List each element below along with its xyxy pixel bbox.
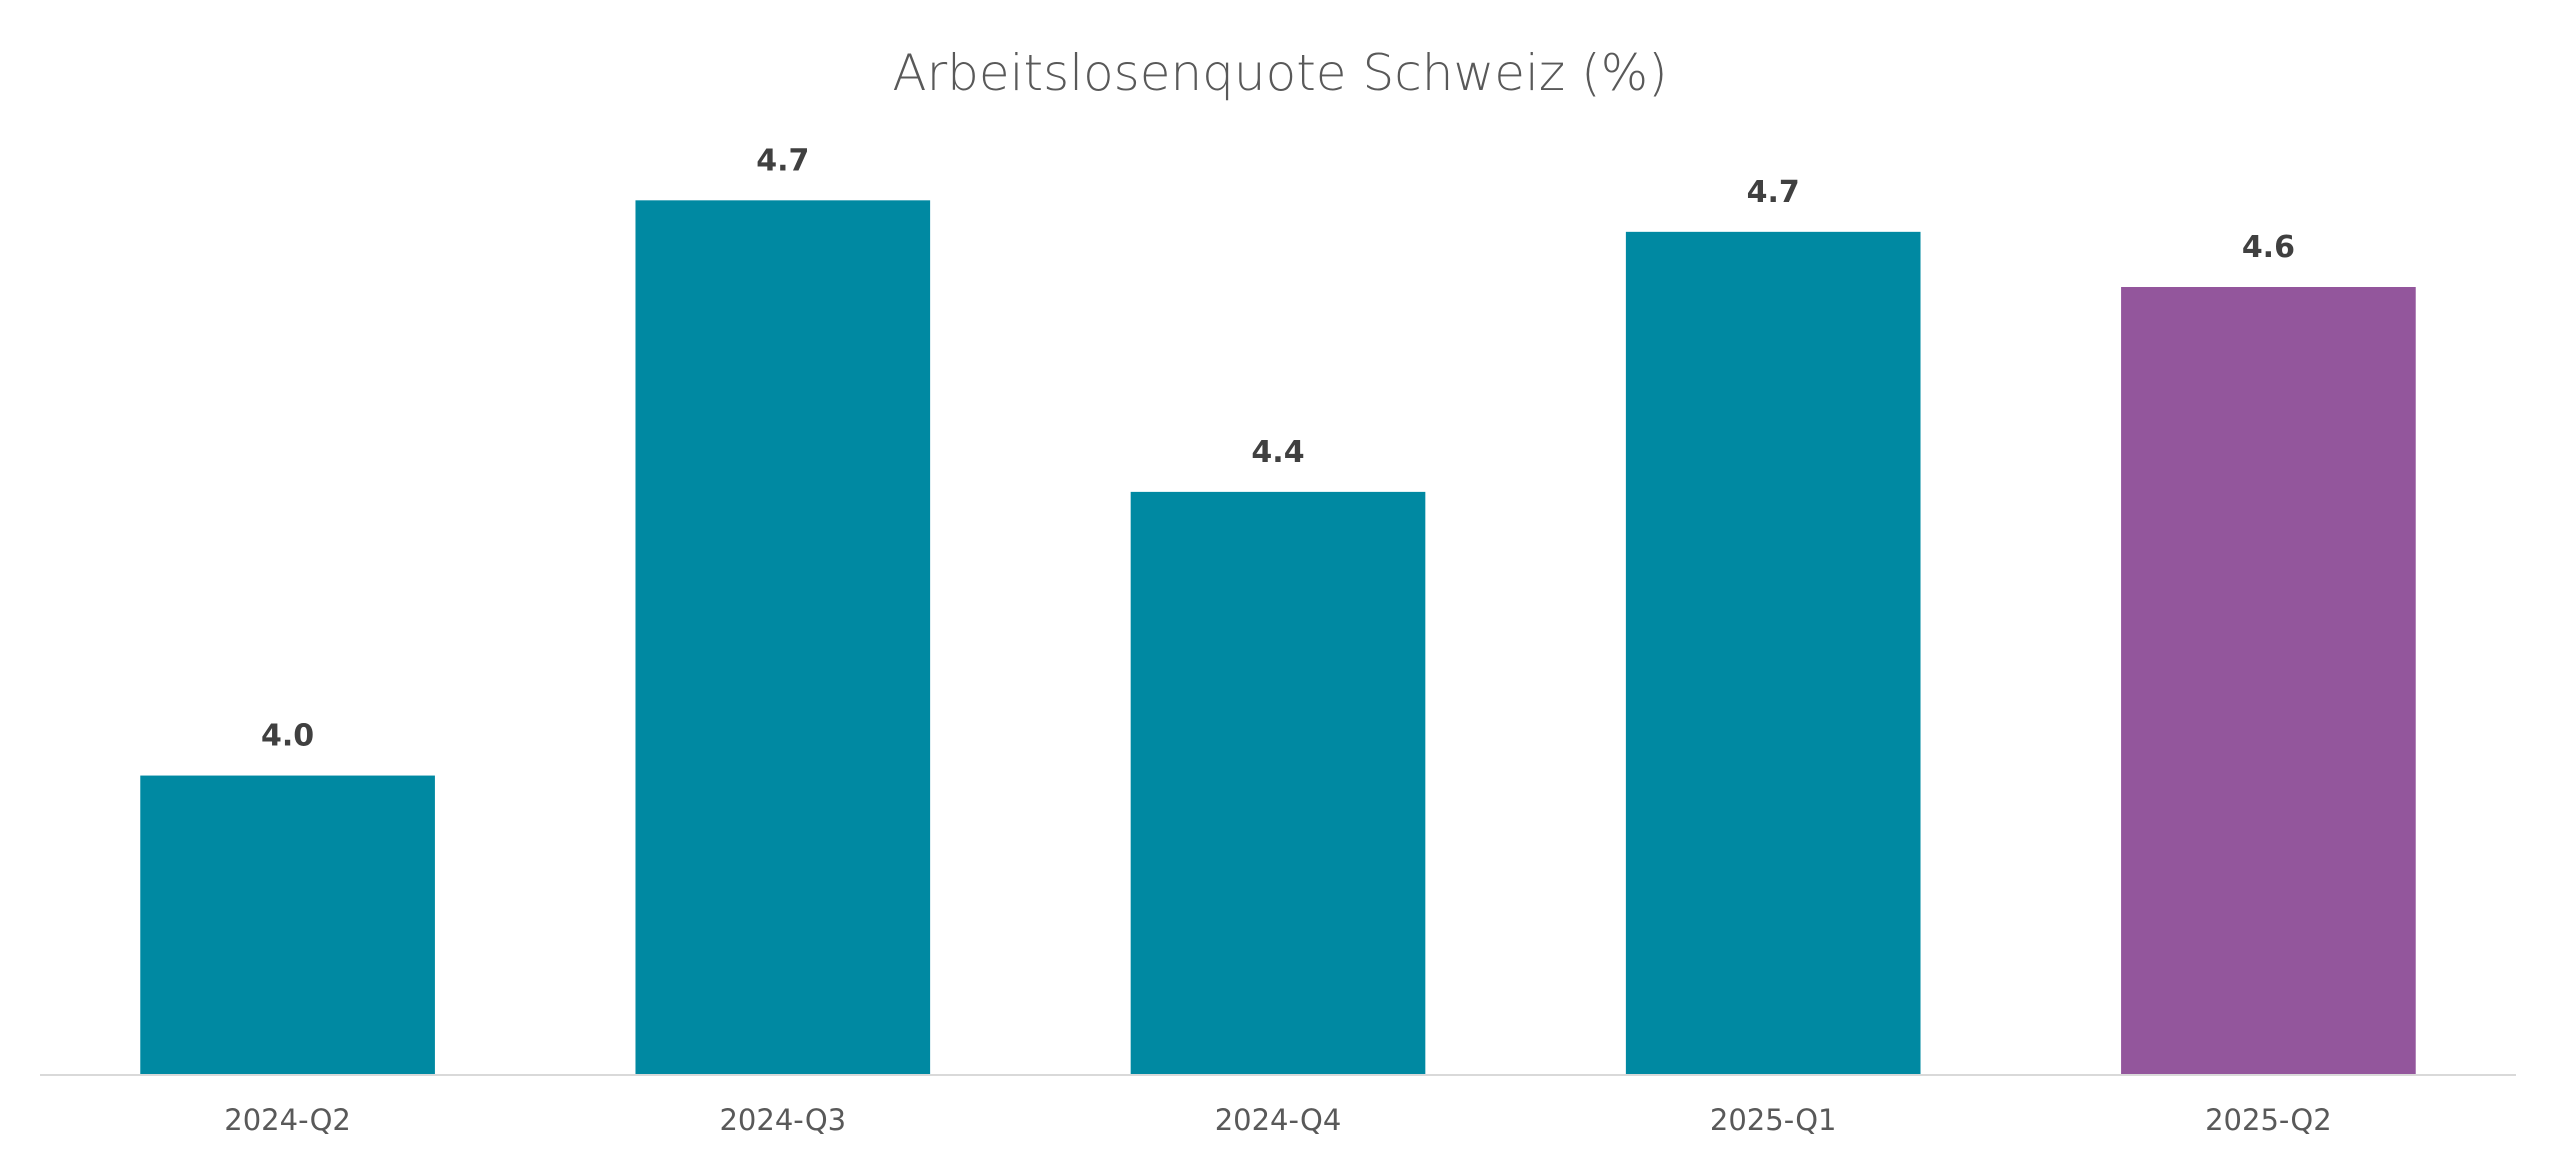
data-label-2025-Q1: 4.7 [1747, 175, 1800, 210]
data-label-2024-Q4: 4.4 [1251, 435, 1304, 470]
labels-group: 4.0 2024-Q2 4.7 2024-Q3 4.4 2024-Q4 4.7 2025-Q1… [224, 143, 2331, 1137]
data-label-2024-Q3: 4.7 [756, 143, 809, 178]
x-tick-label: 2024-Q4 [1215, 1103, 1342, 1137]
bar-2025-Q2 [2121, 287, 2416, 1075]
bar-2025-Q1 [1625, 231, 1921, 1076]
chart-title: Arbeitslosenquote Schweiz (%) [892, 44, 1667, 102]
x-tick-label: 2024-Q3 [719, 1103, 846, 1137]
bar-2024-Q3 [635, 200, 931, 1075]
x-tick-label: 2025-Q2 [2205, 1103, 2332, 1137]
bar-2024-Q2 [140, 775, 435, 1075]
bars-group [140, 200, 2416, 1076]
data-label-2025-Q2: 4.6 [2242, 230, 2295, 265]
bar-2024-Q4 [1130, 491, 1426, 1075]
data-label-2024-Q2: 4.0 [261, 719, 314, 754]
x-tick-label: 2024-Q2 [224, 1103, 351, 1137]
x-tick-label: 2025-Q1 [1710, 1103, 1837, 1137]
